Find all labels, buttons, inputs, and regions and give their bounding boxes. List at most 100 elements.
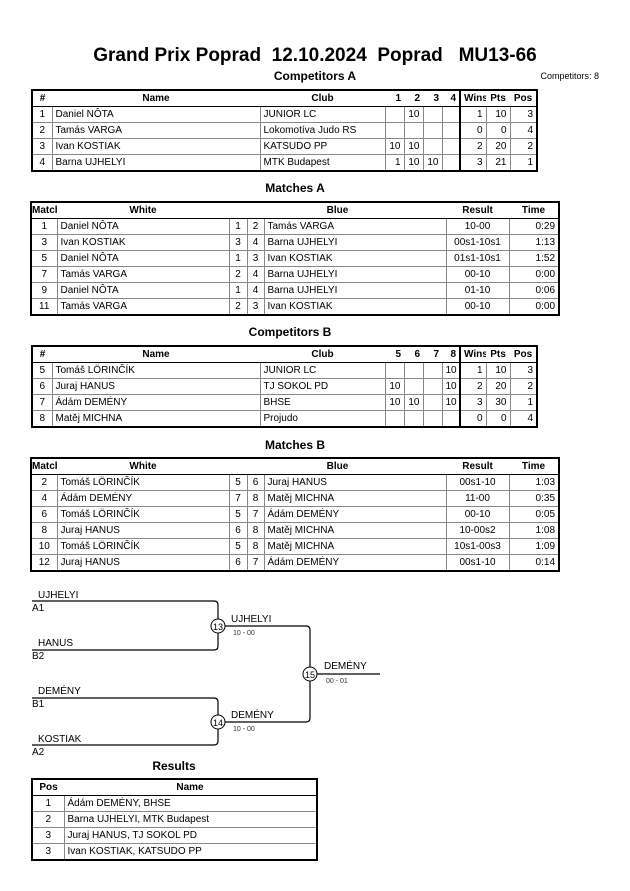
column-header: 5 — [385, 346, 404, 363]
number: 1 — [31, 106, 53, 123]
blue-name: Ivan KOSTIAK — [263, 298, 447, 316]
white-number: 5 — [228, 474, 248, 491]
result: 00s1-10 — [445, 474, 510, 491]
semi-score: 10 - 00 — [233, 630, 255, 637]
blue-name: Matěj MICHNA — [263, 522, 447, 539]
points: 21 — [485, 154, 511, 172]
white-name: Daniel NÔTA — [56, 250, 230, 267]
white-number: 5 — [228, 538, 248, 555]
blue-number: 4 — [246, 234, 265, 251]
column-header: Blue — [229, 458, 447, 475]
white-number: 1 — [228, 218, 248, 235]
points: 10 — [485, 362, 511, 379]
number: 3 — [31, 138, 53, 155]
column-header: Pos — [32, 779, 64, 796]
score: 10 — [384, 394, 405, 411]
column-header: 4 — [442, 90, 460, 107]
column-header: Time — [509, 458, 560, 475]
time: 1:52 — [508, 250, 560, 267]
header-row: # Name Club 5 6 7 8 Wins Pts Pos — [32, 346, 537, 363]
club: Projudo — [259, 410, 386, 428]
position: 3 — [509, 106, 538, 123]
match-number: 7 — [30, 266, 58, 283]
column-header: Pts — [486, 346, 510, 363]
score — [403, 362, 424, 379]
score — [422, 378, 443, 395]
time: 1:08 — [508, 522, 560, 539]
match-number: 12 — [30, 554, 58, 572]
club: BHSE — [259, 394, 386, 411]
column-header: Pos — [510, 346, 537, 363]
match-number: 1 — [30, 218, 58, 235]
score: 10 — [403, 138, 424, 155]
time: 0:00 — [508, 298, 560, 316]
number: 5 — [31, 362, 53, 379]
pool-a-table: # Name Club 1 2 3 4 Wins Pts Pos 1 Daniel NÔTA JUNIO… — [31, 89, 538, 172]
matches-a-title: Matches A — [265, 181, 325, 195]
column-header: 8 — [442, 346, 460, 363]
number: 8 — [31, 410, 53, 428]
club: Lokomotíva Judo RS — [259, 122, 386, 139]
blue-number: 3 — [246, 250, 265, 267]
name: Ivan KOSTIAK, KATSUDO PP — [63, 843, 318, 861]
wins: 0 — [459, 122, 487, 139]
position: 1 — [31, 795, 65, 812]
blue-name: Barna UJHELYI — [263, 282, 447, 299]
column-header: 6 — [404, 346, 423, 363]
wins: 2 — [459, 378, 487, 395]
points: 30 — [485, 394, 511, 411]
match-row: 10 Tomáš LÖRINČÍK 5 8 Matěj MICHNA 10s1-00s3 1… — [30, 538, 560, 555]
position: 2 — [31, 811, 65, 828]
name: Juraj HANUS, TJ SOKOL PD — [63, 827, 318, 844]
name: Ivan KOSTIAK — [51, 138, 261, 155]
page-title: Grand Prix Poprad 12.10.2024 Poprad MU13… — [93, 45, 537, 66]
score — [422, 362, 443, 379]
white-name: Tomáš LÖRINČÍK — [56, 506, 230, 523]
wins: 3 — [459, 394, 487, 411]
blue-name: Barna UJHELYI — [263, 234, 447, 251]
points: 0 — [485, 122, 511, 139]
score — [422, 106, 443, 123]
pool-b-title: Competitors B — [248, 325, 332, 339]
score — [441, 154, 461, 172]
final-winner: DEMÉNY — [324, 659, 367, 672]
time: 0:05 — [508, 506, 560, 523]
table-row: 8 Matěj MICHNA Projudo 0 0 4 — [31, 410, 538, 428]
blue-number: 8 — [246, 538, 265, 555]
score — [441, 410, 461, 428]
match-number: 10 — [30, 538, 58, 555]
name: Daniel NÔTA — [51, 106, 261, 123]
white-number: 6 — [228, 554, 248, 572]
column-header: Name — [64, 779, 317, 796]
result: 01s1-10s1 — [445, 250, 510, 267]
match-row: 12 Juraj HANUS 6 7 Ádám DEMÉNY 00s1-10 0:14 — [30, 554, 560, 572]
column-header: 7 — [423, 346, 442, 363]
match-number: 14 — [213, 718, 223, 728]
semi-winner: DEMÉNY — [231, 708, 274, 721]
number: 4 — [31, 154, 53, 172]
entry-seed: B1 — [32, 699, 45, 710]
name: Matěj MICHNA — [51, 410, 261, 428]
score — [403, 378, 424, 395]
time: 0:14 — [508, 554, 560, 572]
position: 3 — [31, 843, 65, 861]
result: 00-10 — [445, 298, 510, 316]
white-name: Daniel NÔTA — [56, 282, 230, 299]
blue-number: 7 — [246, 554, 265, 572]
semi-score: 10 - 00 — [233, 726, 255, 733]
match-row: 11 Tamás VARGA 2 3 Ivan KOSTIAK 00-10 0:00 — [30, 298, 560, 316]
time: 1:13 — [508, 234, 560, 251]
column-header: # — [32, 90, 52, 107]
result: 11-00 — [445, 490, 510, 507]
blue-number: 6 — [246, 474, 265, 491]
column-header: Club — [260, 346, 385, 363]
score — [441, 138, 461, 155]
white-name: Daniel NÔTA — [56, 218, 230, 235]
table-row: 2 Tamás VARGA Lokomotíva Judo RS 0 0 4 — [31, 122, 538, 139]
score: 10 — [403, 154, 424, 172]
position: 1 — [509, 394, 538, 411]
pool-a-title: Competitors A — [273, 69, 357, 83]
score: 1 — [384, 154, 405, 172]
match-row: 6 Tomáš LÖRINČÍK 5 7 Ádám DEMÉNY 00-10 0:05 — [30, 506, 560, 523]
